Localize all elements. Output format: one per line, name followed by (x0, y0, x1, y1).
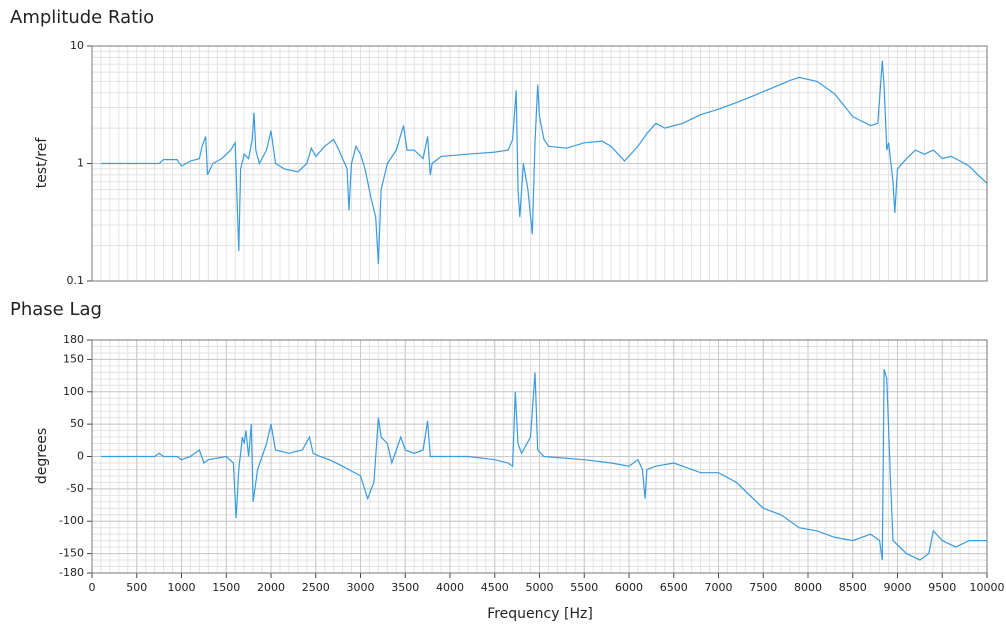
y-tick-label: 0.1 (67, 274, 85, 287)
x-tick-label: 3000 (347, 581, 375, 594)
y-tick-label: 0 (77, 450, 84, 463)
x-tick-label: 10000 (970, 581, 1005, 594)
plot-frame (91, 339, 988, 574)
chart-title: Phase Lag (10, 299, 102, 320)
x-tick-label: 8500 (839, 581, 867, 594)
y-tick-label: -100 (59, 514, 84, 527)
x-tick-label: 6000 (615, 581, 643, 594)
y-tick-label: -150 (59, 547, 84, 560)
x-tick-label: 7000 (705, 581, 733, 594)
x-tick-label: 5500 (570, 581, 598, 594)
y-tick-label: 180 (63, 333, 84, 346)
x-tick-label: 6500 (660, 581, 688, 594)
x-axis-label: Frequency [Hz] (487, 606, 593, 622)
y-tick-label: 10 (70, 39, 84, 52)
data-line (101, 368, 987, 561)
x-tick-label: 500 (126, 581, 147, 594)
x-tick-label: 3500 (391, 581, 419, 594)
y-tick-label: 1 (77, 157, 84, 170)
y-tick-label: -50 (66, 482, 84, 495)
y-tick-label: -180 (59, 566, 84, 579)
x-tick-label: 4000 (436, 581, 464, 594)
x-tick-label: 0 (89, 581, 96, 594)
y-axis-label: test/ref (34, 137, 50, 189)
y-tick-label: 150 (63, 352, 84, 365)
y-tick-label: 100 (63, 385, 84, 398)
x-tick-label: 9500 (928, 581, 956, 594)
plot-frame (91, 45, 988, 282)
y-tick-label: 50 (70, 417, 84, 430)
x-tick-label: 9000 (884, 581, 912, 594)
y-axis-label: degrees (34, 428, 50, 484)
data-line (101, 60, 988, 264)
x-tick-label: 4500 (481, 581, 509, 594)
x-tick-label: 2500 (302, 581, 330, 594)
chart-title: Amplitude Ratio (10, 7, 154, 28)
x-tick-label: 1500 (212, 581, 240, 594)
x-tick-label: 7500 (749, 581, 777, 594)
x-tick-label: 1000 (168, 581, 196, 594)
x-tick-label: 8000 (794, 581, 822, 594)
x-tick-label: 2000 (257, 581, 285, 594)
x-tick-label: 5000 (526, 581, 554, 594)
